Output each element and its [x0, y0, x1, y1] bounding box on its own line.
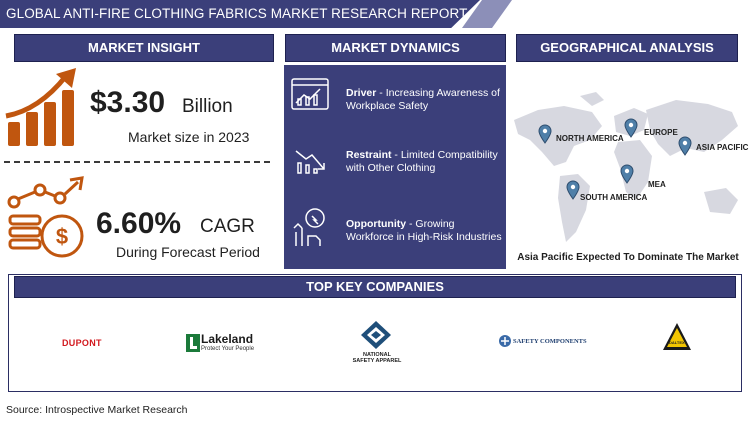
- growth-bar-chart-icon: [5, 68, 76, 146]
- geo-caption: Asia Pacific Expected To Dominate The Ma…: [517, 252, 739, 263]
- pin-asia-pacific-icon: [678, 136, 692, 156]
- restraint-text: - Limited Compatibility with Other Cloth…: [346, 149, 498, 174]
- world-map: [514, 92, 738, 242]
- companies-frame: [8, 274, 742, 392]
- opportunity-text: - Growing Workforce in High-Risk Industr…: [346, 218, 502, 243]
- cagr-caption: During Forecast Period: [116, 244, 260, 260]
- driver-chart-icon: [291, 78, 329, 110]
- nsa-diamond-icon: [361, 321, 391, 349]
- pin-europe-icon: [624, 118, 638, 138]
- restraint-label: Restraint: [346, 149, 392, 161]
- daltex-triangle-icon: [663, 323, 691, 350]
- market-insight-header: MARKET INSIGHT: [14, 34, 274, 62]
- cagr-value: 6.60%: [96, 207, 182, 240]
- region-europe: EUROPE: [644, 128, 678, 137]
- driver-item: Driver - Increasing Awareness of Workpla…: [346, 87, 502, 113]
- pin-north-america-icon: [538, 124, 552, 144]
- market-value: $3.30: [90, 86, 166, 119]
- safety-components-emblem-icon: [499, 335, 511, 347]
- source-footer: Source: Introspective Market Research: [6, 404, 188, 416]
- svg-text:$: $: [56, 224, 68, 249]
- logo-safety-components: SAFETY COMPONENTS: [513, 338, 587, 345]
- region-north-america: NORTH AMERICA: [556, 134, 624, 143]
- geo-analysis-header: GEOGRAPHICAL ANALYSIS: [516, 34, 738, 62]
- driver-label: Driver: [346, 87, 377, 99]
- restraint-chart-icon: [295, 150, 325, 174]
- region-asia-pacific: ASIA PACIFIC: [696, 143, 749, 152]
- market-dynamics-header: MARKET DYNAMICS: [285, 34, 506, 62]
- cagr-coins-icon: $: [7, 176, 84, 258]
- lakeland-emblem-icon: [186, 334, 200, 352]
- logo-national-safety-apparel: NATIONAL SAFETY APPAREL: [350, 352, 404, 364]
- nsa-tagline: SAFETY APPAREL: [352, 358, 402, 364]
- pin-mea-icon: [620, 164, 634, 184]
- region-south-america: SOUTH AMERICA: [580, 193, 648, 202]
- market-caption: Market size in 2023: [128, 129, 250, 145]
- report-title: GLOBAL ANTI-FIRE CLOTHING FABRICS MARKET…: [0, 0, 480, 28]
- nsa-name: NATIONAL: [362, 352, 391, 358]
- logo-lakeland: Lakeland: [201, 332, 254, 346]
- insight-divider: [4, 161, 270, 163]
- opportunity-label: Opportunity: [346, 218, 407, 230]
- logo-dupont: DUPONT: [62, 338, 102, 348]
- opportunity-hand-icon: [293, 208, 325, 246]
- cagr-label: CAGR: [200, 216, 255, 237]
- market-dynamics-panel: [284, 65, 506, 269]
- driver-text: - Increasing Awareness of Workplace Safe…: [346, 87, 500, 112]
- pin-south-america-icon: [566, 180, 580, 200]
- lakeland-tagline: Protect Your People: [201, 346, 255, 352]
- opportunity-item: Opportunity - Growing Workforce in High-…: [346, 218, 502, 244]
- companies-header: TOP KEY COMPANIES: [14, 276, 736, 298]
- market-unit: Billion: [182, 96, 233, 117]
- restraint-item: Restraint - Limited Compatibility with O…: [346, 149, 502, 175]
- logo-daltex: DALTEX: [669, 340, 685, 345]
- region-mea: MEA: [648, 180, 666, 189]
